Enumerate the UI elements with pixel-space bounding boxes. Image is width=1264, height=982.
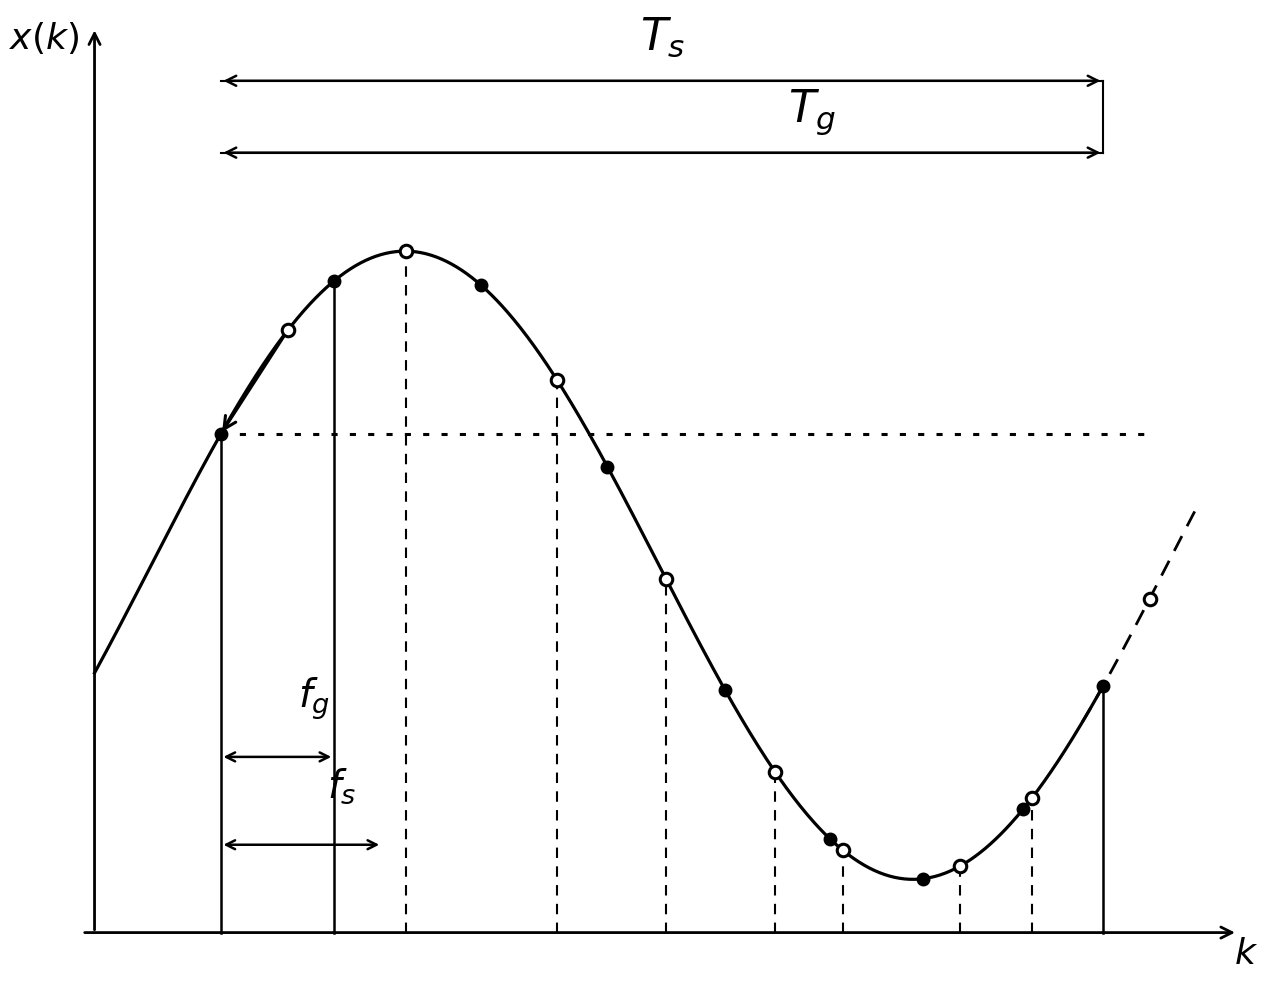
Text: $f_s$: $f_s$ [326,766,356,806]
Text: $x(k)$: $x(k)$ [9,21,80,56]
Text: $T_s$: $T_s$ [640,16,684,60]
Text: $f_g$: $f_g$ [298,675,330,722]
Text: $T_g$: $T_g$ [787,86,836,136]
Text: $k$: $k$ [1234,937,1258,971]
